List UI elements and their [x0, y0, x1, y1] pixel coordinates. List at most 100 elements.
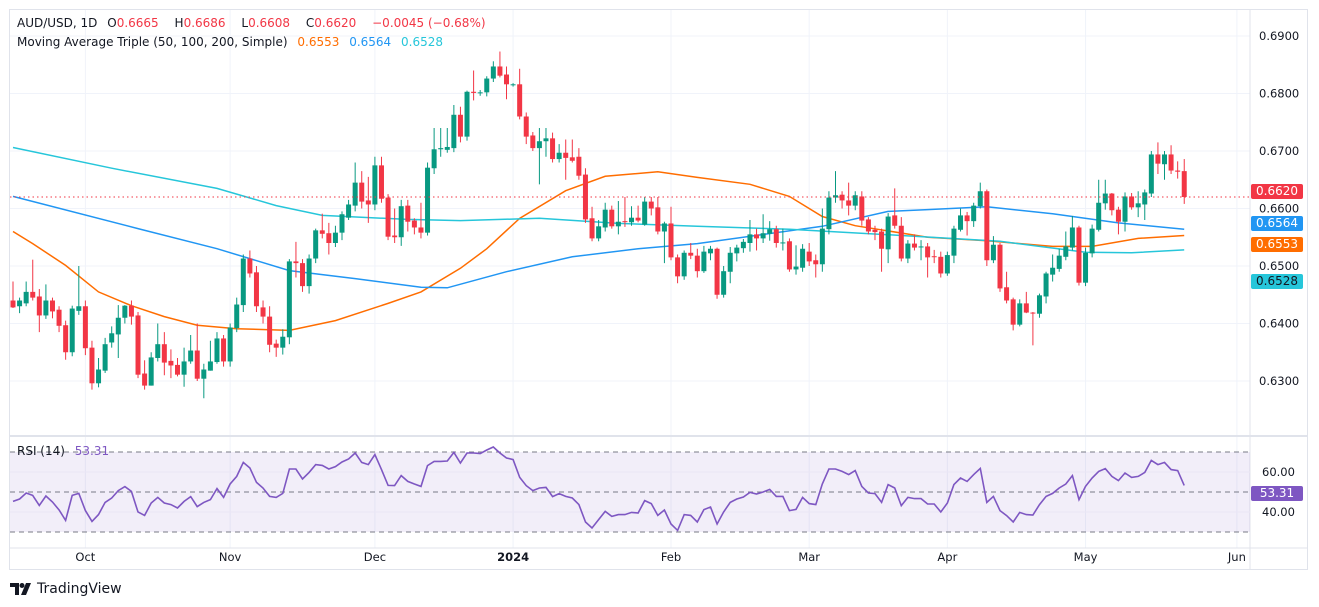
candle-body: [727, 252, 733, 272]
price-axis-label: 0.6900: [1259, 29, 1299, 43]
candle-down: [135, 312, 141, 379]
candle-up: [990, 236, 996, 264]
candle-down: [300, 259, 306, 292]
candle-body: [378, 165, 384, 199]
candle-up: [1142, 189, 1148, 220]
symbol-interval[interactable]: AUD/USD, 1D: [17, 16, 98, 30]
candle-down: [392, 208, 398, 243]
candle-up: [109, 326, 115, 348]
rsi-legend-title[interactable]: RSI (14): [17, 444, 65, 458]
time-axis-label: Feb: [661, 550, 681, 564]
candle-down: [931, 249, 937, 264]
high-value: 0.6686: [183, 16, 226, 30]
candle-up: [602, 202, 608, 232]
chart-frame: [9, 9, 1308, 570]
candle-up: [484, 76, 490, 97]
candle-down: [984, 189, 990, 266]
candle-body: [1155, 154, 1161, 164]
candle-body: [1017, 303, 1023, 325]
candle-body: [484, 78, 490, 93]
candle-down: [688, 243, 694, 260]
candle-body: [1063, 246, 1069, 257]
candle-down: [925, 243, 931, 278]
candle-up: [727, 247, 733, 284]
candle-body: [267, 316, 273, 345]
candle-body: [971, 205, 977, 222]
candle-body: [609, 209, 615, 227]
candle-body: [1004, 287, 1010, 301]
candle-body: [319, 230, 325, 234]
candle-body: [128, 305, 134, 317]
candle-down: [405, 199, 411, 232]
candle-down: [1023, 291, 1029, 314]
candle-body: [556, 152, 562, 160]
candle-down: [1010, 297, 1016, 331]
candle-down: [938, 251, 944, 278]
candle-up: [721, 266, 727, 298]
candle-body: [550, 138, 556, 160]
candle-down: [319, 213, 325, 239]
candle-body: [819, 228, 825, 265]
candle-body: [1162, 154, 1167, 165]
candle-up: [1043, 271, 1049, 304]
candle-down: [128, 300, 134, 325]
price-axis-label: 0.6600: [1259, 202, 1299, 216]
candle-body: [865, 219, 871, 232]
candle-up: [543, 128, 549, 157]
candle-body: [1115, 209, 1121, 222]
candle-body: [1096, 202, 1102, 230]
candle-up: [780, 228, 786, 251]
candle-body: [563, 152, 569, 158]
candle-up: [23, 281, 29, 307]
candle-up: [76, 266, 82, 315]
candle-body: [23, 291, 29, 304]
ma50-tag: 0.6553: [1251, 237, 1303, 252]
candle-down: [911, 234, 917, 251]
candle-down: [997, 243, 1003, 292]
candle-body: [523, 116, 529, 137]
candle-body: [313, 230, 319, 259]
candle-down: [471, 70, 477, 101]
candle-down: [655, 197, 661, 235]
candle-up: [958, 208, 964, 232]
candle-body: [596, 226, 602, 239]
candle-up: [852, 191, 858, 211]
candle-up: [740, 238, 746, 253]
candle-body: [405, 205, 411, 222]
candle-body: [1168, 154, 1174, 171]
candle-body: [253, 272, 259, 307]
candle-body: [615, 221, 621, 227]
ma100-tag: 0.6564: [1251, 216, 1303, 231]
candle-up: [1148, 151, 1154, 197]
candle-up: [1135, 191, 1141, 218]
candle-down: [378, 156, 384, 203]
candle-body: [398, 206, 404, 238]
ma-legend: Moving Average Triple (50, 100, 200, Sim…: [17, 35, 449, 49]
candle-down: [839, 191, 845, 209]
candle-body: [846, 200, 852, 206]
candle-body: [642, 201, 648, 225]
candle-down: [194, 323, 200, 381]
candle-body: [944, 255, 950, 274]
candle-body: [201, 369, 207, 379]
candle-up: [734, 244, 740, 262]
candle-body: [1043, 273, 1049, 297]
candle-up: [280, 329, 286, 355]
candle-down: [1109, 192, 1115, 216]
candle-body: [721, 271, 727, 295]
candle-body: [471, 91, 477, 93]
candle-down: [1030, 312, 1036, 346]
candle-body: [188, 350, 194, 362]
candle-up: [425, 162, 431, 236]
candle-up: [214, 332, 220, 364]
ma-legend-title[interactable]: Moving Average Triple (50, 100, 200, Sim…: [17, 35, 288, 49]
footer: TradingView: [10, 581, 122, 597]
change-value: −0.0045 (−0.68%): [372, 16, 486, 30]
candle-body: [385, 197, 391, 237]
candle-down: [754, 228, 760, 251]
candle-body: [852, 195, 858, 206]
candle-down: [523, 112, 529, 145]
candle-up: [629, 206, 635, 226]
price-axis-label: 0.6300: [1259, 374, 1299, 388]
